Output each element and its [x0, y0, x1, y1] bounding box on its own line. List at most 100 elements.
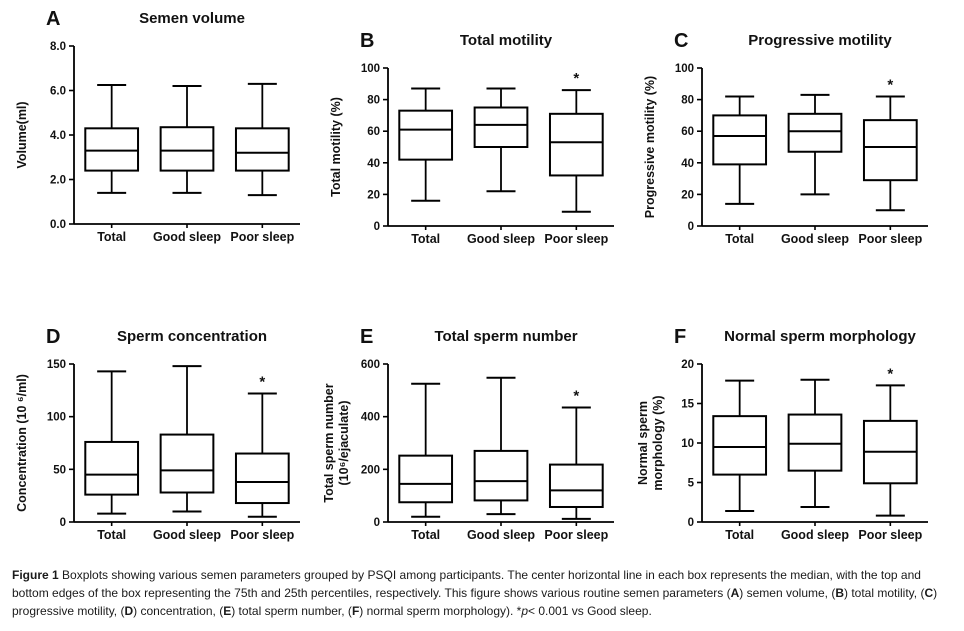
y-tick-label: 40: [367, 158, 380, 170]
significance-asterisk: *: [573, 387, 579, 404]
category-label: Good sleep: [153, 528, 221, 542]
panel-title-F: Normal sperm morphology: [724, 328, 916, 345]
iqr-box: [548, 112, 604, 177]
panel-A: A Semen volume 0.0 2.0 4.0 6.0 8.0 Volume(ml)…: [10, 8, 324, 262]
panel-E-header: E Total sperm number: [324, 326, 638, 356]
category-label: Poor sleep: [544, 528, 608, 542]
panel-D: D Sperm concentration 0 50 100 150 Concentra…: [10, 314, 324, 558]
y-axis-title: (10⁶/ejaculate): [337, 401, 351, 486]
panel-letter-A: A: [46, 8, 61, 30]
y-tick-label: 6.0: [50, 86, 66, 98]
caption-bold-segment: C: [924, 586, 934, 600]
caption-text-segment: ) progressive motility, (: [12, 586, 938, 618]
y-tick-label: 20: [367, 189, 380, 201]
iqr-box: [712, 114, 768, 166]
caption-text-segment: ) total motility, (: [844, 586, 925, 600]
category-label: Poor sleep: [230, 230, 294, 244]
significance-asterisk: *: [259, 373, 265, 390]
panel-letter-D: D: [46, 326, 61, 348]
category-label: Total: [411, 232, 440, 246]
panel-title-E: Total sperm number: [434, 328, 578, 345]
iqr-box: [159, 433, 215, 494]
y-axis-title: Total sperm number: [324, 383, 336, 502]
y-axis-title: Concentration (10 ⁶/ml): [15, 374, 29, 512]
boxplot-normal-sperm-morphology: 0 5 10 15 20 Normal sperm morphology (%) Total G…: [638, 359, 928, 542]
y-tick-label: 20: [681, 189, 694, 201]
boxplot-total-sperm-number: 0 200 400 600 Total sperm number (10⁶/ejacula…: [324, 359, 614, 542]
panel-letter-B: B: [360, 30, 375, 52]
y-tick-label: 10: [681, 438, 694, 450]
caption-text-segment: Boxplots showing various semen parameter…: [12, 568, 921, 600]
category-label: Total: [97, 528, 126, 542]
boxplot-progressive-motility: 0 20 40 60 80 100 Progressive motility (%) Tota…: [643, 63, 928, 246]
y-tick-label: 60: [367, 126, 380, 138]
panel-A-header: A Semen volume: [10, 8, 324, 38]
caption-text-segment: ) concentration, (: [133, 604, 224, 618]
y-tick-label: 5: [688, 478, 695, 490]
y-tick-label: 0: [688, 517, 694, 529]
y-tick-label: 80: [681, 95, 694, 107]
y-tick-label: 50: [53, 464, 66, 476]
y-tick-label: 0.0: [50, 219, 66, 231]
panel-letter-F: F: [674, 326, 687, 348]
panel-letter-E: E: [360, 326, 374, 348]
iqr-box: [548, 463, 604, 508]
category-label: Total: [97, 230, 126, 244]
iqr-box: [84, 127, 140, 172]
panel-C: C Progressive motility 0 20 40 60 80 100 Progr…: [638, 8, 952, 262]
caption-bold-segment: A: [730, 586, 740, 600]
y-axis-title: Total motility (%): [329, 97, 343, 197]
y-tick-label: 40: [681, 158, 694, 170]
category-label: Good sleep: [467, 528, 535, 542]
caption-bold-segment: Figure 1: [12, 568, 63, 582]
y-tick-label: 80: [367, 95, 380, 107]
y-tick-label: 600: [361, 359, 380, 371]
iqr-box: [862, 119, 918, 182]
y-tick-label: 0: [688, 221, 694, 233]
iqr-box: [787, 413, 843, 472]
y-tick-label: 100: [361, 63, 380, 75]
y-tick-label: 4.0: [50, 130, 66, 142]
caption-text-segment: ) normal sperm morphology). *: [359, 604, 522, 618]
y-tick-label: 100: [675, 63, 694, 75]
y-tick-label: 20: [681, 359, 694, 371]
panel-C-header: C Progressive motility: [638, 30, 952, 60]
figure-caption: Figure 1 Boxplots showing various semen …: [10, 566, 954, 620]
iqr-box: [473, 106, 529, 148]
panel-title-B: Total motility: [459, 32, 553, 49]
caption-bold-segment: D: [124, 604, 134, 618]
category-label: Total: [725, 232, 754, 246]
panel-F-header: F Normal sperm morphology: [638, 326, 952, 356]
y-tick-label: 8.0: [50, 41, 66, 53]
panel-E: E Total sperm number 0 200 400 600 Total spe…: [324, 314, 638, 558]
category-label: Good sleep: [781, 232, 849, 246]
caption-text-segment: ) semen volume, (: [739, 586, 836, 600]
category-label: Poor sleep: [230, 528, 294, 542]
caption-bold-segment: E: [223, 604, 232, 618]
y-tick-label: 2.0: [50, 175, 66, 187]
iqr-box: [234, 127, 290, 172]
y-tick-label: 60: [681, 126, 694, 138]
significance-asterisk: *: [887, 365, 893, 382]
y-axis-title: Volume(ml): [15, 101, 29, 168]
boxplot-semen-volume: 0.0 2.0 4.0 6.0 8.0 Volume(ml) Total Good sleep…: [15, 41, 300, 244]
panel-letter-C: C: [674, 30, 689, 52]
y-axis-title: morphology (%): [651, 395, 665, 490]
significance-asterisk: *: [573, 70, 579, 87]
y-tick-label: 15: [681, 399, 694, 411]
caption-text-segment: < 0.001 vs Good sleep.: [528, 604, 652, 618]
category-label: Total: [725, 528, 754, 542]
boxplot-total-motility: 0 20 40 60 80 100 Total motility (%) Total Good …: [329, 63, 614, 246]
iqr-box: [234, 452, 290, 505]
y-tick-label: 150: [47, 359, 66, 371]
panel-B-header: B Total motility: [324, 30, 638, 60]
y-axis-title: Normal sperm: [638, 401, 650, 485]
category-label: Good sleep: [781, 528, 849, 542]
iqr-box: [398, 109, 454, 161]
iqr-box: [398, 454, 454, 504]
iqr-box: [712, 415, 768, 476]
panel-title-D: Sperm concentration: [116, 328, 268, 345]
category-label: Poor sleep: [858, 232, 922, 246]
panel-title-C: Progressive motility: [748, 32, 892, 49]
